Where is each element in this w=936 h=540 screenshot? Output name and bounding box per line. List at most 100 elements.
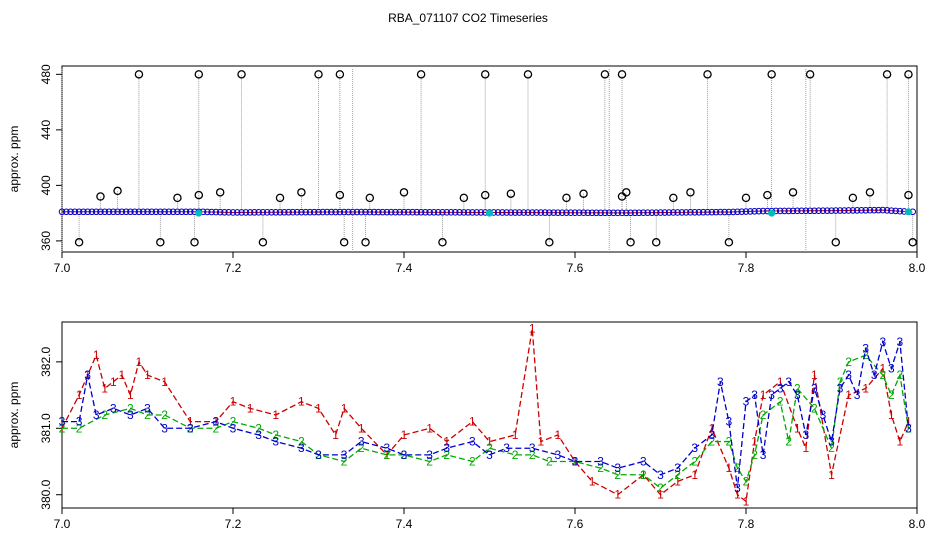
outlier-point <box>335 70 345 79</box>
series-3-marker: 3 <box>854 388 861 402</box>
baseline-point <box>417 208 425 216</box>
baseline-point <box>888 207 895 214</box>
baseline-point <box>682 209 690 216</box>
outlier-point <box>506 189 516 198</box>
baseline-point <box>610 209 617 217</box>
top-x-tick-label: 7.8 <box>738 261 755 275</box>
series-2-marker: 2 <box>845 355 852 369</box>
outlier-point <box>339 238 349 247</box>
baseline-point <box>605 209 613 217</box>
series-1-marker: 1 <box>110 375 117 389</box>
baseline-point <box>238 209 245 216</box>
outlier-point <box>134 70 144 79</box>
series-3-marker: 3 <box>674 461 681 475</box>
baseline-point <box>114 208 121 216</box>
baseline-point <box>652 209 660 216</box>
series-3-marker: 3 <box>426 448 433 462</box>
bottom-x-tick-label: 7.0 <box>54 517 71 531</box>
baseline-point <box>157 208 164 216</box>
series-2-marker: 2 <box>760 408 767 422</box>
baseline-point <box>734 208 741 216</box>
baseline-point <box>404 208 412 216</box>
series-3-marker: 3 <box>708 428 715 442</box>
baseline-point <box>255 209 262 216</box>
outlier-point <box>215 188 225 197</box>
series-3-marker: 3 <box>811 381 818 395</box>
series-1-marker: 1 <box>187 415 194 429</box>
bottom-x-tick-label: 7.2 <box>225 517 242 531</box>
baseline-point <box>499 209 506 216</box>
series-2-marker: 2 <box>144 408 151 422</box>
baseline-point <box>392 208 399 216</box>
series-3-marker: 3 <box>828 435 835 449</box>
series-1-marker: 1 <box>358 421 365 435</box>
series-2-marker: 2 <box>657 481 664 495</box>
baseline-point <box>387 208 395 216</box>
baseline-point <box>310 208 318 216</box>
series-1-marker: 1 <box>512 428 519 442</box>
series-2-marker: 2 <box>572 455 579 469</box>
baseline-point <box>554 209 562 216</box>
bottom-x-tick-label: 7.4 <box>396 517 413 531</box>
outlier-point <box>703 70 712 79</box>
series-3-marker: 3 <box>845 368 852 382</box>
series-2-marker: 2 <box>401 448 408 462</box>
series-1-marker: 1 <box>589 474 596 488</box>
series-1-marker: 1 <box>879 362 886 376</box>
outlier-point <box>831 238 841 247</box>
outlier-point <box>194 70 204 79</box>
top-x-tick-label: 7.0 <box>54 261 71 275</box>
baseline-point <box>315 208 322 216</box>
series-1-marker: 1 <box>119 368 126 382</box>
outlier-point <box>724 238 734 247</box>
baseline-point <box>464 209 472 216</box>
series-1-marker: 1 <box>572 455 579 469</box>
series-3-marker: 3 <box>84 368 91 382</box>
baseline-point <box>896 207 904 215</box>
baseline-point <box>524 209 532 216</box>
baseline-point <box>353 208 361 216</box>
baseline-point <box>712 208 720 216</box>
baseline-point <box>503 209 510 216</box>
series-2-marker: 2 <box>879 368 886 382</box>
baseline-point <box>293 208 301 216</box>
series-3-marker: 3 <box>862 342 869 356</box>
baseline-point <box>233 209 241 216</box>
series-2-marker: 2 <box>486 441 493 455</box>
series-3-marker: 3 <box>213 415 220 429</box>
baseline-point <box>306 208 314 216</box>
baseline-point <box>815 207 822 215</box>
baseline-point <box>97 208 104 216</box>
series-1-marker: 1 <box>888 408 895 422</box>
baseline-point <box>251 209 258 216</box>
baseline-point <box>242 209 250 216</box>
baseline-point <box>323 208 331 216</box>
series-3-marker: 3 <box>298 441 305 455</box>
series-2-marker: 2 <box>341 455 348 469</box>
baseline-point <box>866 206 874 214</box>
series-2-marker: 2 <box>828 441 835 455</box>
baseline-point <box>687 209 694 216</box>
baseline-point <box>110 208 117 216</box>
series-3-marker: 3 <box>555 448 562 462</box>
baseline-point <box>511 209 519 216</box>
baseline-point <box>340 208 348 216</box>
baseline-point <box>742 208 750 215</box>
series-1-marker: 1 <box>384 448 391 462</box>
baseline-point <box>563 209 570 216</box>
baseline-point <box>186 208 194 216</box>
series-3-marker: 3 <box>820 408 827 422</box>
top-y-tick-label: 360 <box>39 231 53 251</box>
baseline-point <box>789 207 797 215</box>
baseline-point <box>396 208 404 216</box>
baseline-point <box>144 208 151 216</box>
series-1-line <box>61 328 910 503</box>
baseline-point <box>281 208 288 216</box>
outlier-point <box>882 70 892 79</box>
series-3-marker: 3 <box>871 368 878 382</box>
series-1-marker: 1 <box>691 468 698 482</box>
outlier-point <box>622 188 631 197</box>
series-1-marker: 1 <box>76 388 83 402</box>
series-2-marker: 2 <box>298 435 305 449</box>
series-3-marker: 3 <box>93 408 100 422</box>
